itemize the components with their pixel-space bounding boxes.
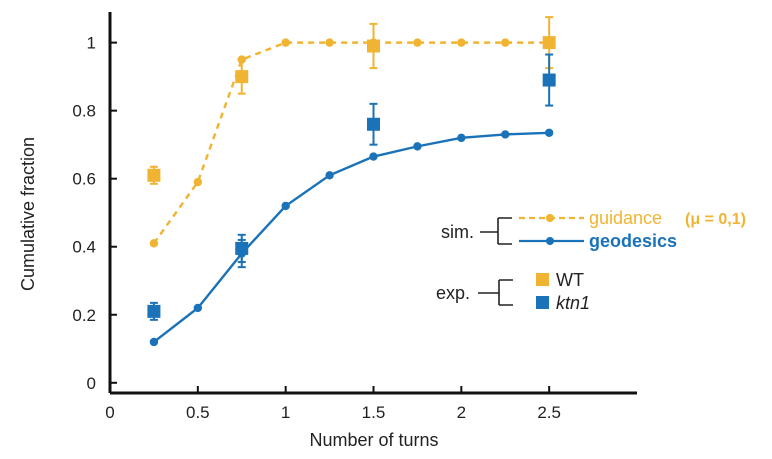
geodesics-point: [501, 130, 510, 139]
ktn1-point: [235, 241, 249, 255]
x-tick-label: 1.5: [362, 403, 386, 422]
WT-point: [367, 39, 380, 53]
x-tick-label: 1: [281, 403, 290, 422]
legend-ktn1-label: ktn1: [556, 293, 590, 313]
x-tick-label: 0: [105, 403, 114, 422]
y-tick-label: 0: [87, 374, 96, 393]
y-tick-label: 0.2: [72, 306, 96, 325]
x-tick-label: 0.5: [186, 403, 210, 422]
geodesics-point: [457, 133, 466, 143]
guidance-point: [457, 38, 466, 47]
legend-guidance-label: guidance: [589, 208, 662, 228]
legend-wt-label: WT: [556, 270, 584, 290]
legend-sim-label: sim.: [441, 222, 474, 242]
guidance-point: [325, 38, 334, 47]
legend-sim-bracket: [480, 217, 512, 245]
WT-point: [542, 36, 556, 50]
series-lines: [152, 41, 550, 343]
legend-wt-marker: [536, 273, 549, 286]
legend-exp-bracket: [478, 279, 513, 306]
guidance-line: [152, 41, 550, 245]
legend-geodesics-label: geodesics: [589, 231, 677, 251]
axes: [108, 12, 637, 395]
legend-geodesics-marker: [546, 237, 554, 245]
geodesics-point: [369, 152, 378, 161]
guidance-point: [281, 38, 290, 47]
y-tick-label: 0.8: [72, 102, 96, 121]
series-marks: [147, 16, 556, 347]
y-tick-label: 0.6: [72, 170, 96, 189]
legend-mu-label: (μ = 0,1): [685, 211, 746, 228]
geodesics-point: [149, 337, 159, 347]
geodesics-point: [413, 142, 422, 151]
WT-point: [235, 70, 249, 84]
geodesics-point: [544, 128, 554, 137]
legend-ktn1-marker: [536, 296, 549, 309]
ktn1-point: [367, 117, 380, 131]
geodesics-point: [193, 303, 203, 313]
legend: sim. guidance (μ = 0,1) geodesics exp. W…: [436, 208, 746, 313]
geodesics-point: [281, 201, 290, 211]
x-axis-title: Number of turns: [309, 430, 438, 450]
guidance-point: [149, 239, 159, 248]
guidance-point: [193, 177, 203, 187]
tick-group: 0 0.5 1 1.5 2 2.5 0 0.2 0.4 0.6 0.8 1: [72, 34, 561, 422]
legend-guidance-marker: [546, 214, 554, 222]
y-tick-label: 1: [87, 34, 96, 53]
ktn1-point: [542, 73, 556, 87]
geodesics-point: [325, 171, 334, 180]
WT-point: [147, 168, 161, 182]
guidance-point: [413, 38, 422, 47]
ktn1-point: [147, 304, 161, 318]
guidance-point: [501, 38, 510, 47]
y-tick-label: 0.4: [72, 238, 96, 257]
x-tick-label: 2: [457, 403, 466, 422]
geodesics-line: [153, 131, 550, 343]
x-tick-label: 2.5: [537, 403, 561, 422]
y-axis-title: Cumulative fraction: [18, 137, 38, 291]
legend-exp-label: exp.: [436, 283, 470, 303]
